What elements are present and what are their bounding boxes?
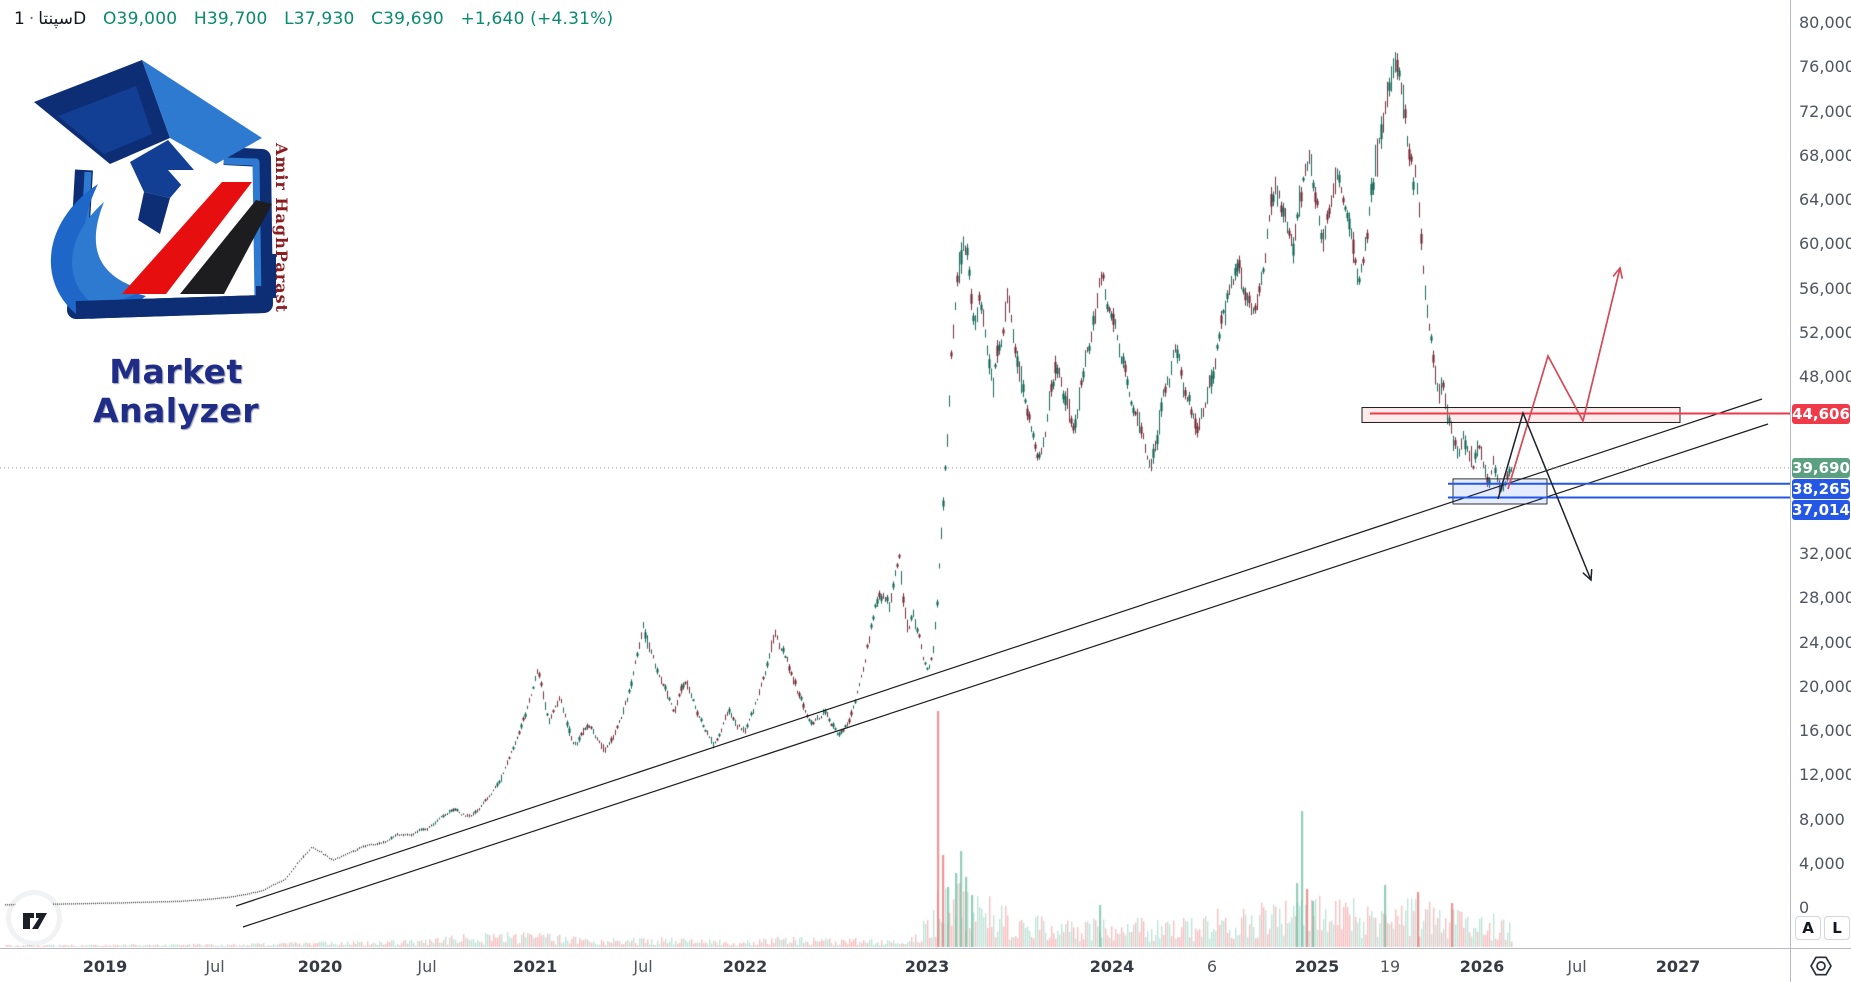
price-level-badge: 39,690 [1792, 457, 1850, 478]
price-axis[interactable]: A L 80,000 76,000 72,000 68,000 64,000 60,000… [1790, 0, 1851, 948]
ohlc-open: O39,000 [102, 9, 178, 29]
time-tick-label: 19 [1379, 957, 1401, 976]
price-tick-label: 68,000 [1799, 145, 1851, 165]
price-tick-label: 8,000 [1799, 809, 1845, 829]
bearish-projection-arrow[interactable] [1497, 410, 1592, 581]
drawings-overlay[interactable] [0, 0, 1790, 948]
time-tick-label: 2023 [904, 957, 950, 976]
price-change: +1,640 (+4.31%) [460, 9, 614, 29]
price-tick-label: 20,000 [1799, 676, 1851, 696]
price-tick-label: 80,000 [1799, 13, 1851, 32]
price-tick-label: 76,000 [1799, 57, 1851, 77]
price-level-badge: 37,014 [1792, 499, 1850, 520]
price-tick-label: 52,000 [1799, 322, 1851, 342]
time-tick-label: Jul [205, 957, 225, 976]
price-tick-label: 48,000 [1799, 367, 1851, 386]
price-tick-label: 24,000 [1799, 632, 1851, 652]
bullish-projection-arrow[interactable] [1507, 267, 1621, 490]
trend-channel-line-2[interactable] [242, 423, 1769, 928]
time-tick-label: 6 [1206, 957, 1218, 976]
price-tick-label: 12,000 [1799, 765, 1851, 785]
price-tick-label: 56,000 [1799, 278, 1851, 298]
bearish-projection-arrow-arrowhead[interactable] [1582, 568, 1593, 582]
ohlc-low: L37,930 [284, 9, 355, 29]
trend-channel-line-1[interactable] [235, 398, 1763, 907]
ohlc-high: H39,700 [193, 9, 268, 29]
eagle-emblem-logo [34, 60, 276, 319]
price-tick-label: 72,000 [1799, 101, 1851, 121]
symbol-ohlc-bar: سپنتا·1D O39,000 H39,700 L37,930 C39,690… [14, 9, 613, 31]
ohlc-close: C39,690 [371, 9, 444, 29]
time-tick-label: 2022 [722, 957, 768, 976]
market-analyzer-watermark: Amir HaghParast Market Analyzer [14, 38, 334, 430]
timeframe-label: 1D [14, 9, 87, 29]
price-tick-label: 4,000 [1799, 853, 1845, 873]
time-tick-label: 2019 [82, 957, 128, 976]
time-tick-label: Jul [633, 957, 653, 976]
brand-title: Market Analyzer [93, 352, 259, 430]
time-axis[interactable]: 2019 Jul 2020 Jul 2021 Jul 2022 2023 2024 6 2025 19… [0, 948, 1790, 982]
price-tick-label: 60,000 [1799, 234, 1851, 254]
time-tick-label: 2027 [1655, 957, 1701, 976]
gear-icon [1810, 955, 1832, 976]
symbol-name: سپنتا [38, 9, 74, 29]
price-tick-label: 16,000 [1799, 721, 1851, 740]
analyst-credit-text: Amir HaghParast [272, 143, 291, 313]
axis-settings-button[interactable] [1790, 948, 1851, 982]
auto-scale-button[interactable]: A [1795, 916, 1821, 940]
tradingview-glyph-icon [23, 913, 47, 929]
time-tick-label: 2021 [512, 957, 558, 976]
time-tick-label: Jul [417, 957, 437, 976]
price-tick-label: 64,000 [1799, 190, 1851, 209]
tradingview-logo[interactable] [11, 895, 57, 941]
time-tick-label: 2024 [1089, 957, 1135, 976]
symbol-separator: · [28, 9, 35, 29]
chart-plot-area[interactable]: سپنتا·1D O39,000 H39,700 L37,930 C39,690… [0, 0, 1790, 948]
time-tick-label: 2020 [297, 957, 343, 976]
time-tick-label: 2026 [1459, 957, 1505, 976]
time-tick-label: 2025 [1294, 957, 1340, 976]
bullish-projection-arrow-arrowhead[interactable] [1612, 266, 1624, 279]
candlestick-volume-canvas[interactable] [0, 0, 1790, 948]
time-tick-label: Jul [1567, 957, 1587, 976]
price-tick-label: 0 [1799, 898, 1810, 917]
price-level-badge: 38,265 [1792, 478, 1850, 499]
log-scale-button[interactable]: L [1824, 916, 1850, 940]
price-tick-label: 28,000 [1799, 588, 1851, 608]
price-level-badge: 44,606 [1792, 403, 1850, 424]
price-tick-label: 32,000 [1799, 544, 1851, 563]
